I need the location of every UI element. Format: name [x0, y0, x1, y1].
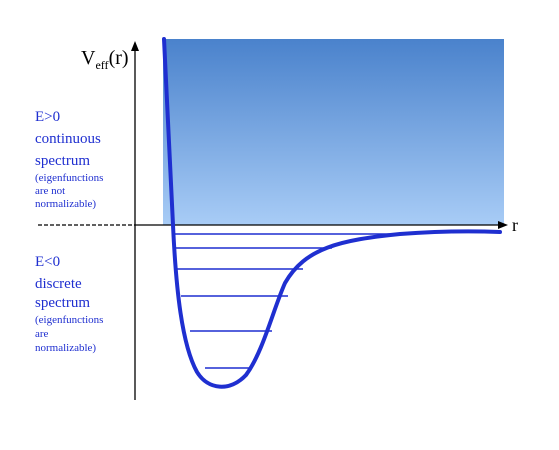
r-axis-arrowhead: [498, 221, 508, 229]
bound-state-levels: [172, 233, 400, 369]
continuous-label: continuous: [35, 131, 101, 147]
v-eff-axis-arrowhead: [131, 41, 139, 51]
positive-note-line3: normalizable): [35, 198, 96, 210]
positive-note-line2: are not: [35, 185, 65, 197]
r-axis-label: r: [512, 215, 518, 235]
negative-note-line1: (eigenfunctions: [35, 314, 103, 326]
continuous-spectrum-region: [163, 39, 504, 225]
v-eff-argument: (r): [109, 47, 129, 69]
effective-potential-curve: [162, 37, 502, 389]
discrete-spectrum-label: spectrum: [35, 295, 90, 311]
negative-note-line2: are: [35, 328, 49, 340]
negative-note-line3: normalizable): [35, 342, 96, 354]
spectrum-label: spectrum: [35, 153, 90, 169]
v-eff-symbol: V: [81, 47, 96, 69]
v-eff-axis-label: Veff(r): [81, 47, 129, 72]
v-eff-subscript: eff: [95, 58, 108, 72]
negative-energy-label: E<0: [35, 254, 60, 270]
positive-note-line1: (eigenfunctions: [35, 172, 103, 184]
discrete-label: discrete: [35, 276, 82, 292]
positive-energy-label: E>0: [35, 109, 60, 125]
